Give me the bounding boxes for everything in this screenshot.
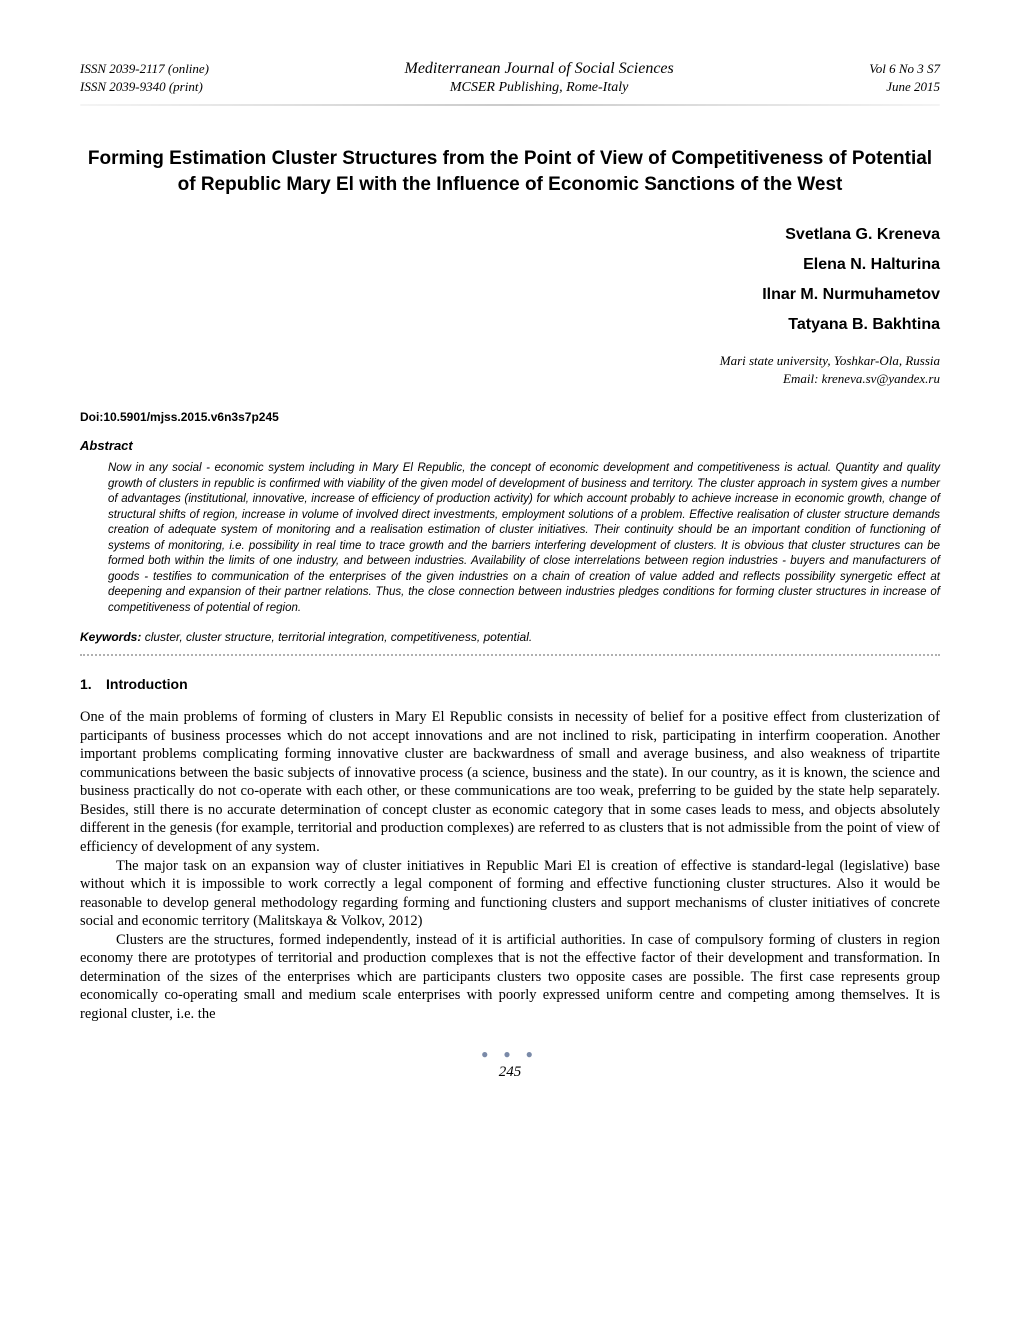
header-divider <box>80 104 940 106</box>
journal-header: ISSN 2039-2117 (online) ISSN 2039-9340 (… <box>80 60 940 96</box>
institution: Mari state university, Yoshkar-Ola, Russ… <box>80 352 940 370</box>
page-number: 245 <box>80 1064 940 1081</box>
body-paragraph: One of the main problems of forming of c… <box>80 708 940 856</box>
section-number: 1. <box>80 676 106 692</box>
body-paragraph: The major task on an expansion way of cl… <box>80 857 940 931</box>
section-heading: 1.Introduction <box>80 676 940 692</box>
abstract-label: Abstract <box>80 438 940 453</box>
keywords-label: Keywords: <box>80 630 141 644</box>
keywords-text: cluster, cluster structure, territorial … <box>141 630 532 644</box>
issn-print: ISSN 2039-9340 (print) <box>80 78 209 96</box>
author-email: Email: kreneva.sv@yandex.ru <box>80 370 940 388</box>
authors-block: Svetlana G. Kreneva Elena N. Halturina I… <box>80 226 940 334</box>
author-name: Svetlana G. Kreneva <box>80 226 940 244</box>
author-name: Ilnar M. Nurmuhametov <box>80 286 940 304</box>
abstract-text: Now in any social - economic system incl… <box>108 461 940 616</box>
issn-online: ISSN 2039-2117 (online) <box>80 60 209 78</box>
journal-block: Mediterranean Journal of Social Sciences… <box>209 60 869 96</box>
keywords-line: Keywords: cluster, cluster structure, te… <box>80 630 940 644</box>
author-name: Elena N. Halturina <box>80 256 940 274</box>
article-title: Forming Estimation Cluster Structures fr… <box>80 146 940 197</box>
author-name: Tatyana B. Bakhtina <box>80 316 940 334</box>
affiliation-block: Mari state university, Yoshkar-Ola, Russ… <box>80 352 940 388</box>
body-paragraph: Clusters are the structures, formed inde… <box>80 931 940 1024</box>
journal-name: Mediterranean Journal of Social Sciences <box>209 60 869 78</box>
volume-info: Vol 6 No 3 S7 <box>869 60 940 78</box>
keywords-divider <box>80 654 940 656</box>
page-dots-icon: ● ● ● <box>80 1047 940 1062</box>
section-title: Introduction <box>106 676 188 692</box>
publisher-name: MCSER Publishing, Rome-Italy <box>209 80 869 96</box>
doi-line: Doi:10.5901/mjss.2015.v6n3s7p245 <box>80 410 940 424</box>
issn-block: ISSN 2039-2117 (online) ISSN 2039-9340 (… <box>80 60 209 96</box>
volume-block: Vol 6 No 3 S7 June 2015 <box>869 60 940 96</box>
issue-date: June 2015 <box>869 78 940 96</box>
